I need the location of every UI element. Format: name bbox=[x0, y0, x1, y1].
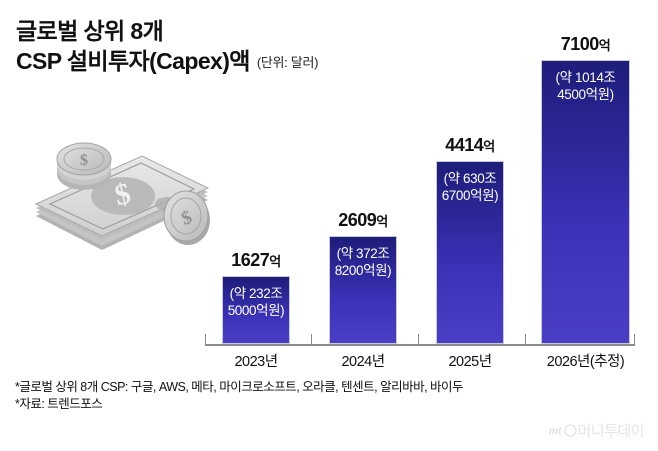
x-axis-label-2024: 2024년 bbox=[341, 354, 385, 370]
bar-inner-label-2025: (약 630조 6700억원) bbox=[441, 171, 499, 203]
bar-value-number-2023: 1627 bbox=[231, 250, 270, 270]
page-title-line-2-text: CSP 설비투자(Capex)액 bbox=[16, 48, 250, 74]
bar-2026[interactable]: (약 1014조 4500억원) bbox=[541, 60, 630, 344]
svg-text:$: $ bbox=[80, 152, 88, 169]
bar-value-2026: 7100억 bbox=[541, 34, 630, 55]
watermark: mt 머니투데이 bbox=[548, 420, 645, 441]
svg-text:$: $ bbox=[112, 177, 134, 213]
bar-inner-label-2023: (약 232조 5000억원) bbox=[227, 286, 285, 318]
page-title-line-1: 글로벌 상위 8개 bbox=[16, 18, 164, 44]
x-axis-label-2026: 2026년(추정) bbox=[546, 354, 625, 370]
bar-value-unit-2025: 억 bbox=[483, 139, 495, 154]
watermark-circle-icon bbox=[564, 424, 578, 437]
dollar-bill-with-coins-icon: $ $ $ bbox=[22, 138, 222, 273]
footnote-csp-list: *글로벌 상위 8개 CSP: 구글, AWS, 메타, 마이크로소프트, 오라… bbox=[15, 380, 464, 394]
bar-value-unit-2026: 억 bbox=[598, 38, 611, 53]
axis-tick bbox=[418, 334, 419, 344]
bar-2024[interactable]: (약 372조 8200억원) bbox=[329, 236, 397, 344]
bar-value-2023: 1627억 bbox=[222, 250, 290, 271]
axis-tick bbox=[311, 334, 312, 344]
page-title-line-2: CSP 설비투자(Capex)액 (단위: 달러) bbox=[16, 46, 446, 80]
bar-value-2024: 2609억 bbox=[329, 210, 397, 231]
title-block: 글로벌 상위 8개 CSP 설비투자(Capex)액 (단위: 달러) bbox=[16, 16, 446, 80]
footnote-source: *자료: 트렌드포스 bbox=[15, 397, 103, 411]
axis-tick bbox=[634, 334, 635, 344]
bar-value-number-2026: 7100 bbox=[560, 34, 600, 54]
x-axis-label-2023: 2023년 bbox=[234, 354, 278, 370]
axis-tick bbox=[525, 334, 526, 344]
x-axis-line bbox=[205, 344, 635, 346]
bar-2025[interactable]: (약 630조 6700억원) bbox=[436, 161, 504, 344]
footnotes: *글로벌 상위 8개 CSP: 구글, AWS, 메타, 마이크로소프트, 오라… bbox=[15, 379, 464, 413]
bar-value-2025: 4414억 bbox=[436, 135, 504, 156]
bar-2023[interactable]: (약 232조 5000억원) bbox=[222, 276, 290, 344]
watermark-mt-mark: mt bbox=[548, 423, 562, 437]
bar-value-number-2024: 2609 bbox=[338, 210, 377, 230]
watermark-brand-name: 머니투데이 bbox=[577, 423, 644, 440]
bar-value-unit-2024: 억 bbox=[376, 214, 388, 229]
title-unit-note: (단위: 달러) bbox=[256, 55, 319, 70]
bar-value-unit-2023: 억 bbox=[269, 254, 281, 269]
x-axis-label-2025: 2025년 bbox=[448, 354, 492, 370]
bar-value-number-2025: 4414 bbox=[445, 135, 484, 155]
axis-tick bbox=[205, 334, 206, 344]
bar-inner-label-2024: (약 372조 8200억원) bbox=[334, 246, 392, 278]
bar-inner-label-2026: (약 1014조 4500억원) bbox=[555, 70, 616, 102]
